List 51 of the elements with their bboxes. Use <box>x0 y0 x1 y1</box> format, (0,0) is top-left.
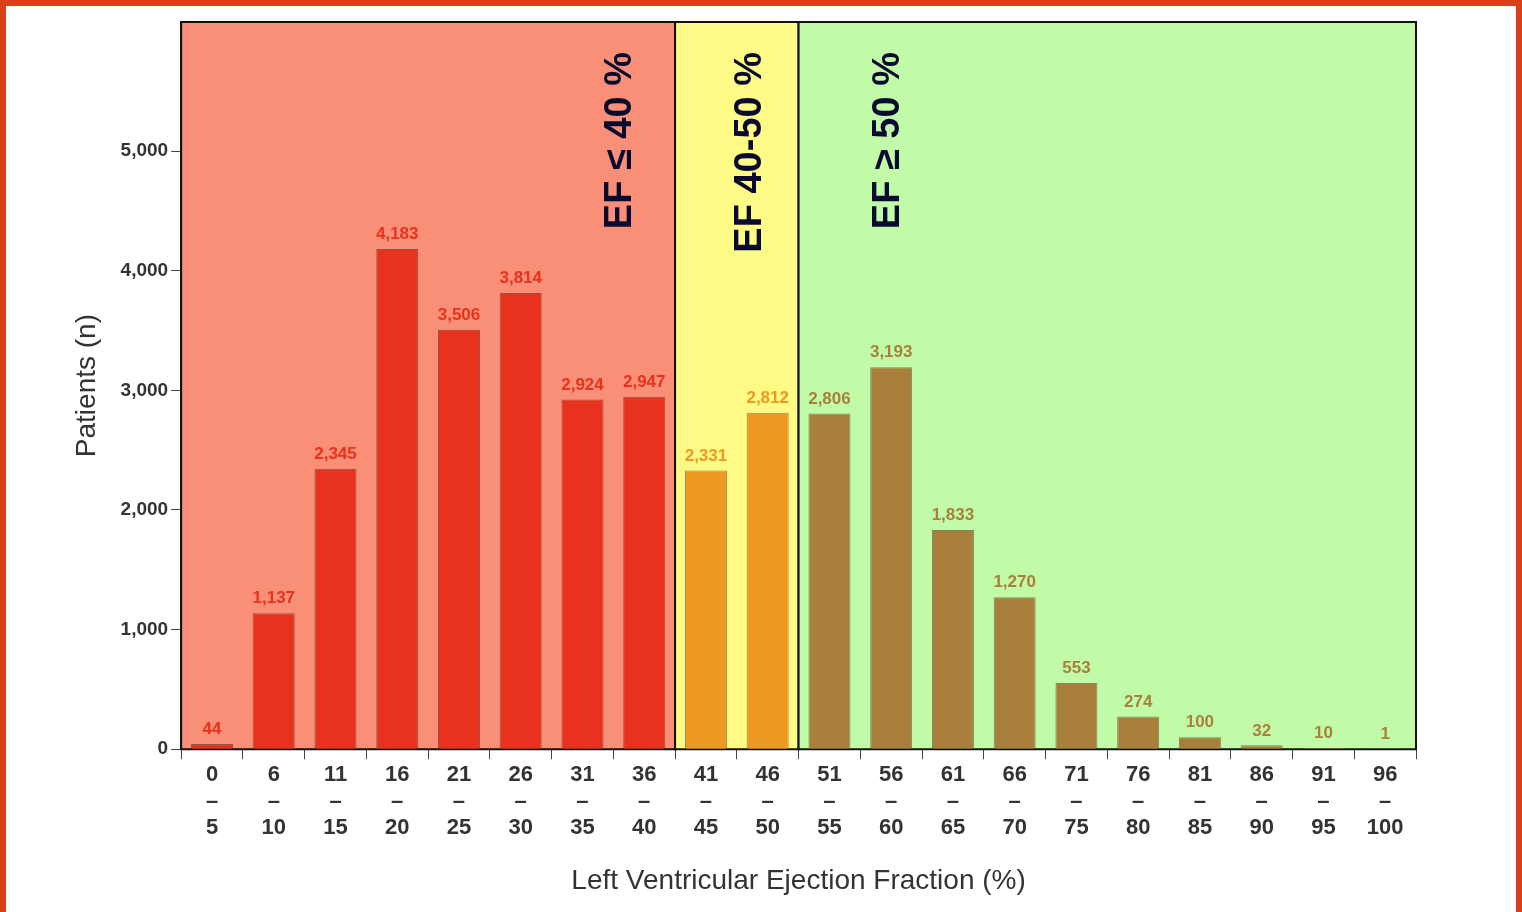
data-label: 2,806 <box>808 388 851 408</box>
x-tick-label: 6 – 10 <box>261 761 286 840</box>
data-label: 274 <box>1123 691 1153 711</box>
data-label: 3,506 <box>437 305 481 325</box>
x-tick-label: 76 – 80 <box>1125 761 1151 840</box>
data-label: 2,947 <box>622 371 666 391</box>
x-tick-label: 31 – 35 <box>570 761 595 840</box>
x-tick-label: 66 – 70 <box>1002 761 1027 840</box>
x-tick-label: 86 – 90 <box>1249 761 1274 840</box>
x-tick-label: 61 – 65 <box>940 761 966 840</box>
x-tick-label: 56 – 60 <box>878 761 904 840</box>
data-label: 2,345 <box>314 443 357 463</box>
x-tick-label: 96 – 100 <box>1366 761 1404 840</box>
x-tick-label: 81 – 85 <box>1187 761 1213 840</box>
data-label: 44 <box>202 719 223 739</box>
x-tick-label: 46 – 50 <box>755 761 780 840</box>
data-label: 1 <box>1380 724 1390 744</box>
data-label: 32 <box>1252 720 1272 740</box>
data-label: 100 <box>1185 712 1215 732</box>
band-label: EF ≥ 50 % <box>865 52 908 230</box>
x-tick-label: 0 – 5 <box>205 761 219 840</box>
x-tick-label: 41 – 45 <box>693 761 719 840</box>
x-tick-label: 26 – 30 <box>508 761 533 840</box>
y-tick-label: 2,000 <box>120 498 169 520</box>
x-tick-label: 36 – 40 <box>631 761 657 840</box>
data-label: 1,137 <box>252 588 296 608</box>
band-label: EF ≤ 40 % <box>596 52 639 230</box>
data-label: 1,833 <box>931 505 975 525</box>
y-tick-label: 0 <box>157 737 169 759</box>
data-label: 3,814 <box>499 268 543 288</box>
data-label: 2,924 <box>561 374 605 394</box>
band-label: EF 40-50 % <box>727 52 770 253</box>
data-label: 3,193 <box>869 342 913 362</box>
x-tick-label: 11 – 15 <box>323 761 348 840</box>
data-label: 1,270 <box>993 572 1036 592</box>
data-label: 10 <box>1313 723 1333 743</box>
x-tick-label: 91 – 95 <box>1311 761 1336 840</box>
y-tick-label: 5,000 <box>120 139 169 161</box>
data-label: 2,331 <box>684 445 728 465</box>
data-label: 553 <box>1062 658 1091 678</box>
x-tick-label: 16 – 20 <box>385 761 410 840</box>
x-tick-label: 21 – 25 <box>446 761 472 840</box>
y-tick-label: 3,000 <box>120 378 169 400</box>
x-tick-label: 51 – 55 <box>817 761 842 840</box>
data-label: 2,812 <box>746 388 789 408</box>
x-axis-title: Left Ventricular Ejection Fraction (%) <box>571 863 1026 895</box>
data-label: 4,183 <box>375 224 419 244</box>
y-axis-title: Patients (n) <box>69 314 101 458</box>
y-tick-label: 4,000 <box>120 259 169 281</box>
x-tick-label: 71 – 75 <box>1064 761 1089 840</box>
y-tick-label: 1,000 <box>120 617 169 639</box>
